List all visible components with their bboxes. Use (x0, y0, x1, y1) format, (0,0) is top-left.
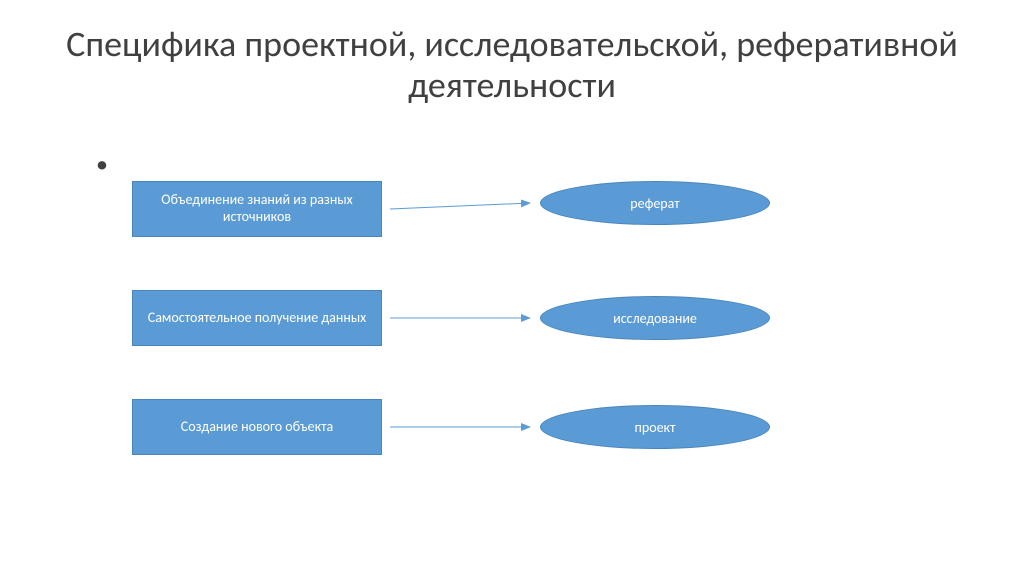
arrow-0 (390, 203, 530, 209)
slide-container: Специфика проектной, исследовательской, … (0, 0, 1024, 576)
arrows-svg (0, 0, 1024, 576)
